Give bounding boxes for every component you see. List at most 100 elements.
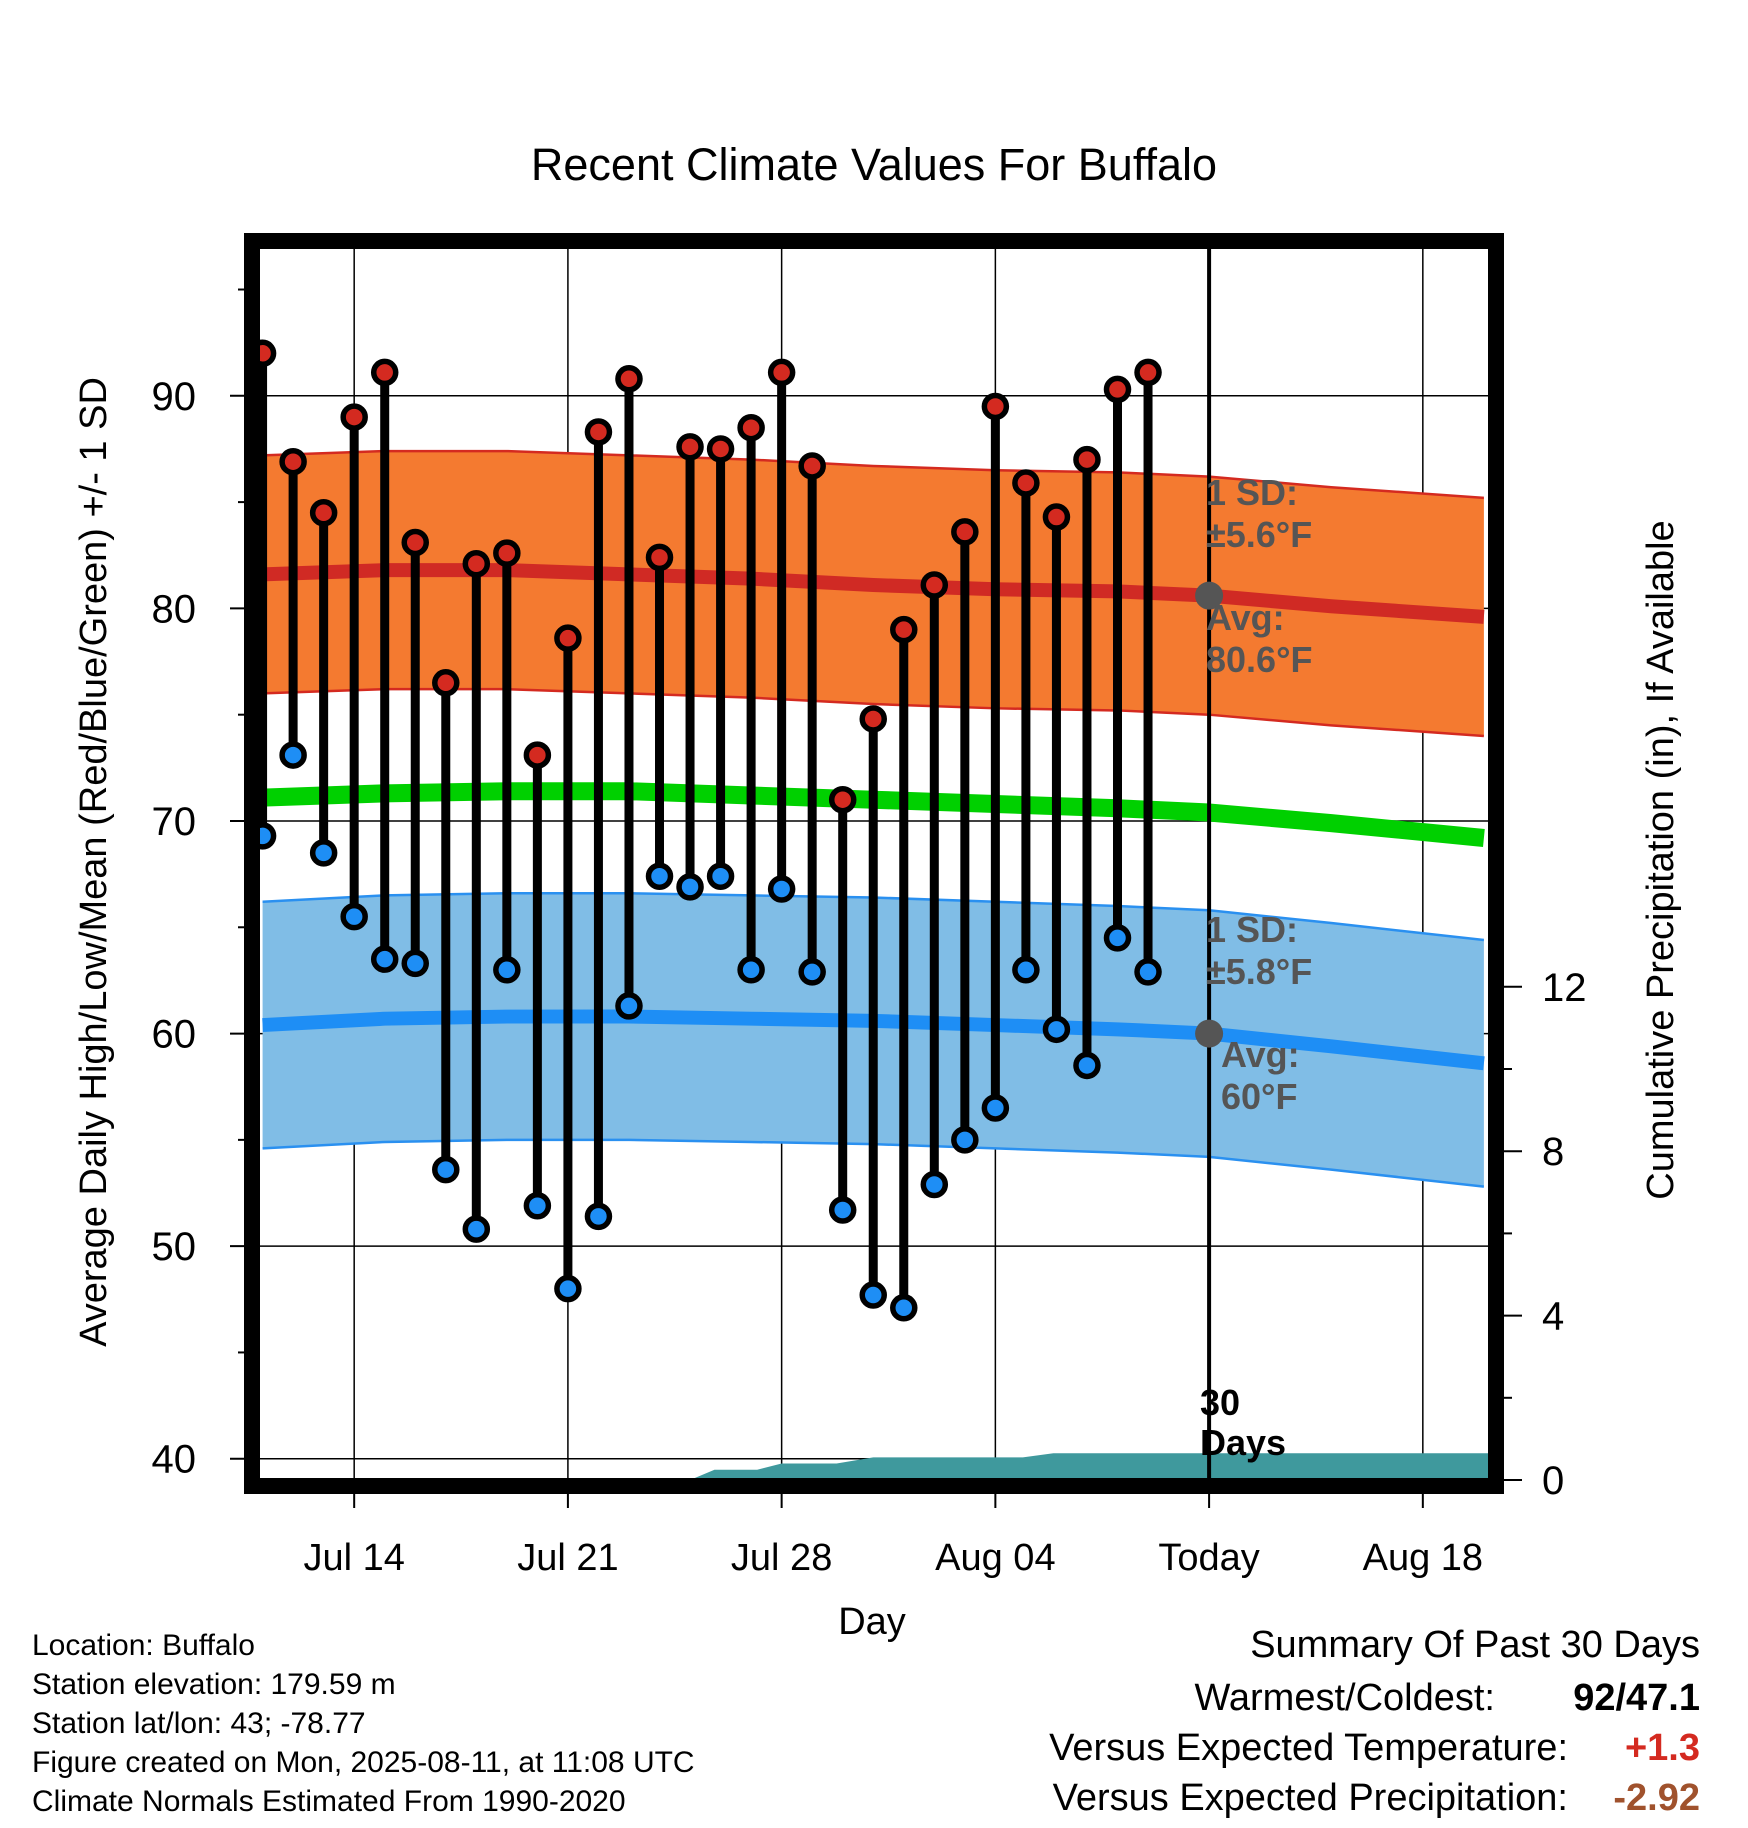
daily-high-point [1073,445,1101,474]
high-avg-label: Avg: [1206,597,1285,638]
high-band-upper-edge [262,449,1484,500]
daily-high-point [1012,469,1040,497]
precip-versus-value: -2.92 [1613,1777,1700,1819]
warmest-coldest-value: 92/47.1 [1573,1677,1700,1719]
daily-high-point [951,518,979,546]
station-info: Location: Buffalo Station elevation: 179… [32,1629,695,1818]
summary-panel: Summary Of Past 30 Days Warmest/Coldest:… [1049,1624,1700,1819]
y-left-tick-label: 90 [152,375,197,419]
today-avg-low-marker [1195,1019,1224,1048]
daily-low-point [370,945,399,973]
daily-low-point [554,1274,582,1303]
daily-low-point [493,956,521,984]
low-avg-label: Avg: [1221,1034,1300,1075]
plot-area: 40 50 60 70 80 90 0 4 8 12 Jul 14 Jul 21 Jul 28 Aug 0… [152,233,1587,1579]
y-axis-right-label: Cumulative Precipitation (in), If Availa… [1640,520,1682,1199]
daily-high-point [432,669,460,697]
daily-high-point [828,785,857,814]
chart-title: Recent Climate Values For Buffalo [531,139,1217,190]
daily-low-point [859,1281,887,1309]
daily-high-point [676,433,704,461]
y-left-tick-label: 50 [152,1225,197,1269]
y-right-tick-label: 8 [1542,1130,1564,1174]
daily-high-point [309,498,338,527]
daily-high-point [890,615,918,644]
low-sd-value: ±5.8°F [1206,951,1312,992]
y-left-tick-label: 40 [152,1438,197,1482]
x-tick-label: Today [1158,1537,1259,1579]
today-avg-high-marker [1195,581,1224,610]
daily-low-point [737,956,765,984]
daily-high-point [584,418,613,446]
daily-low-point [1042,1015,1071,1044]
daily-high-point [554,624,582,652]
daily-low-point [309,839,338,867]
daily-high-point [401,528,429,557]
daily-high-point [1103,375,1132,404]
daily-high-point [920,571,949,599]
daily-high-point [767,358,796,387]
daily-high-point [279,447,307,476]
x-tick-label: Aug 18 [1363,1537,1483,1579]
daily-low-point [432,1155,460,1184]
daily-high-point [462,550,491,578]
low-sd-label: 1 SD: [1206,909,1298,950]
x-axis-label: Day [838,1601,906,1643]
daily-high-point [981,392,1010,421]
summary-heading: Summary Of Past 30 Days [1250,1624,1700,1666]
y-left-tick-label: 70 [152,800,197,844]
low-avg-value: 60°F [1221,1076,1297,1117]
daily-high-point [737,413,765,442]
temp-versus-value: +1.3 [1625,1727,1700,1769]
daily-low-point [1073,1051,1101,1080]
y-axis-left-label: Average Daily High/Low/Mean (Red/Blue/Gr… [73,377,115,1347]
created-text: Figure created on Mon, 2025-08-11, at 11… [32,1746,695,1779]
location-text: Location: Buffalo [32,1629,255,1662]
y-right-tick-label: 4 [1542,1295,1564,1339]
warmest-coldest-label: Warmest/Coldest: [1194,1677,1495,1719]
daily-low-point [258,822,277,850]
normals-source-text: Climate Normals Estimated From 1990-2020 [32,1785,626,1818]
y-left-tick-label: 60 [152,1013,197,1057]
plot-inner [258,247,1490,1480]
daily-low-point [615,992,643,1020]
daily-low-point [981,1094,1010,1122]
x-tick-label: Jul 28 [731,1537,832,1579]
y-left-tick-label: 80 [152,587,197,631]
daily-low-point [706,862,735,891]
daily-low-point [676,873,704,901]
daily-low-point [645,862,674,891]
daily-low-point [1134,958,1162,986]
today-days-count: 30 [1200,1382,1240,1423]
x-tick-label: Jul 21 [517,1537,618,1579]
daily-low-point [401,949,429,978]
daily-low-point [890,1294,918,1322]
latlon-text: Station lat/lon: 43; -78.77 [32,1707,366,1740]
daily-high-point [1134,358,1162,387]
daily-low-point [951,1126,979,1154]
daily-low-point [767,875,796,903]
x-tick-label: Jul 14 [303,1537,404,1579]
temp-versus-label: Versus Expected Temperature: [1049,1727,1568,1769]
daily-high-point [615,365,643,393]
high-sd-value: ±5.6°F [1206,514,1312,555]
daily-high-point [706,435,735,463]
daily-low-point [920,1170,949,1199]
high-avg-value: 80.6°F [1206,639,1312,680]
precip-versus-label: Versus Expected Precipitation: [1053,1777,1568,1819]
precip-area [258,1453,1490,1480]
daily-low-point [462,1215,491,1243]
daily-high-point [258,339,277,368]
daily-low-point [828,1196,857,1224]
daily-high-point [523,741,552,769]
daily-low-point [584,1202,613,1231]
y-right-tick-label: 12 [1542,966,1587,1010]
high-band-lower-edge [262,687,1484,738]
plot-frame [244,233,1504,1494]
daily-low-point [523,1192,552,1220]
daily-high-point [340,403,368,431]
daily-low-point [340,902,368,931]
daily-high-point [1042,503,1071,531]
elevation-text: Station elevation: 179.59 m [32,1668,396,1701]
